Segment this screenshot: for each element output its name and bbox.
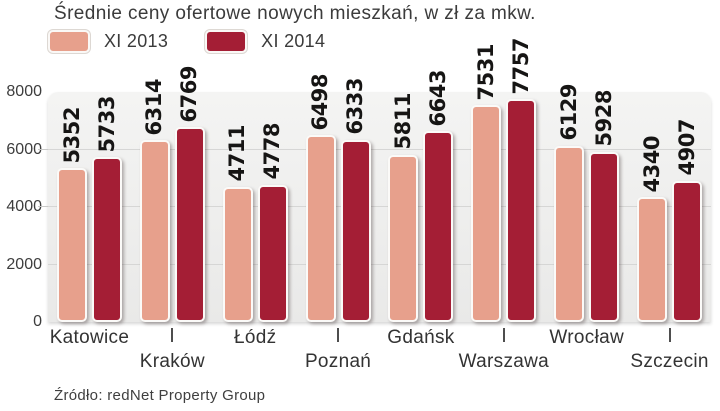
y-tick-label: 8000 [6, 83, 42, 100]
x-label-łódź: Łódź [233, 327, 277, 348]
bar-value-label: 5928 [591, 90, 616, 147]
legend-swatch-2014 [205, 29, 248, 53]
bar-column: 6314 [139, 79, 170, 322]
chart-title: Średnie ceny ofertowe nowych mieszkań, w… [54, 3, 536, 24]
bar-column: 7757 [506, 37, 537, 322]
legend-label-2014: XI 2014 [261, 30, 326, 51]
bar-xi-2013 [388, 154, 419, 322]
x-label-kraków: Kraków [139, 351, 205, 372]
bar-value-label: 7531 [473, 44, 498, 101]
bar-group-katowice: 5352 5733 [56, 95, 122, 322]
bar-group-gdańsk: 5811 6643 [388, 69, 454, 322]
bar-value-label: 4778 [260, 123, 285, 180]
x-label-gdańsk: Gdańsk [387, 327, 455, 348]
bar-xi-2014 [672, 180, 703, 322]
axis-tick-stub [38, 206, 48, 207]
bar-xi-2013 [222, 186, 253, 322]
bar-value-label: 4711 [225, 125, 250, 182]
x-label-tick [171, 328, 174, 342]
bar-value-label: 7757 [508, 37, 533, 94]
bar-xi-2013 [637, 197, 668, 322]
bar-value-label: 5733 [94, 95, 119, 153]
bar-column: 4907 [672, 119, 703, 322]
x-label-szczecin: Szczecin [630, 351, 709, 372]
bar-column: 6769 [174, 65, 205, 322]
bar-value-label: 6314 [142, 79, 167, 136]
gridline [48, 148, 711, 150]
bar-xi-2014 [506, 99, 537, 322]
x-label-poznań: Poznań [304, 351, 372, 372]
y-tick-label: 6000 [6, 140, 42, 158]
bar-group-wrocław: 6129 5928 [554, 84, 620, 322]
bar-value-label: 4907 [674, 119, 699, 176]
bar-value-label: 6333 [343, 78, 368, 135]
bar-column: 4711 [222, 125, 253, 322]
bar-value-label: 4340 [639, 135, 664, 193]
bar-group-łódź: 4711 4778 [222, 123, 288, 322]
x-label-tick [668, 328, 671, 342]
x-label-tick [337, 328, 340, 342]
bar-column: 4778 [257, 123, 288, 322]
legend: XI 2013 XI 2014 [48, 28, 362, 54]
bar-column: 5811 [388, 93, 419, 322]
gridline [48, 263, 711, 265]
bar-column: 5733 [91, 95, 122, 322]
bar-value-label: 6498 [308, 73, 333, 131]
bar-xi-2013 [305, 135, 336, 322]
x-label-tick [502, 328, 505, 342]
x-label-wrocław: Wrocław [549, 327, 624, 348]
source-note: Źródło: redNet Property Group [54, 387, 266, 404]
bars-layer: 5352 5733 6314 6769 4711 4778 6498 6333 5811 6643… [48, 38, 711, 322]
bar-value-label: 6643 [426, 69, 451, 127]
bar-group-szczecin: 4340 4907 [637, 119, 703, 322]
bar-xi-2014 [174, 127, 205, 322]
bar-value-label: 6769 [177, 65, 202, 123]
bar-value-label: 5352 [59, 106, 84, 164]
bar-xi-2014 [91, 157, 122, 322]
bar-xi-2014 [340, 139, 371, 322]
bar-xi-2013 [56, 168, 87, 322]
x-axis-labels: Katowice Kraków Łódź Poznań Gdańsk Warszawa Wr… [48, 327, 711, 379]
bar-column: 6129 [554, 84, 585, 322]
axis-tick-stub [38, 148, 48, 150]
y-axis: 0 2000 4000 6000 8000 [0, 84, 42, 330]
bar-group-warszawa: 7531 7757 [471, 37, 537, 322]
bar-xi-2014 [257, 184, 288, 322]
x-label-warszawa: Warszawa [458, 351, 550, 372]
plot-area: 5352 5733 6314 6769 4711 4778 6498 6333 5811 6643… [38, 38, 711, 322]
bar-column: 6498 [305, 73, 336, 322]
x-label-katowice: Katowice [49, 327, 130, 348]
legend-swatch-2013 [48, 29, 90, 53]
gridline [48, 206, 711, 207]
y-tick-label: 0 [33, 313, 42, 330]
bar-xi-2013 [471, 105, 502, 322]
bar-column: 4340 [637, 135, 668, 322]
y-tick-label: 4000 [6, 198, 42, 215]
bar-column: 6643 [423, 69, 454, 322]
bar-group-kraków: 6314 6769 [139, 65, 205, 322]
bar-xi-2013 [554, 145, 585, 322]
bar-value-label: 5811 [391, 93, 416, 150]
bar-xi-2013 [139, 140, 170, 322]
legend-label-2013: XI 2013 [104, 30, 169, 51]
bar-column: 7531 [471, 44, 502, 322]
bar-value-label: 6129 [556, 84, 581, 141]
bar-xi-2014 [423, 131, 454, 322]
legend-item-2014: XI 2014 [205, 29, 326, 53]
y-tick-label: 2000 [6, 255, 42, 273]
legend-item-2013: XI 2013 [48, 29, 169, 53]
bar-column: 5928 [589, 90, 620, 322]
bar-column: 6333 [340, 78, 371, 322]
bar-column: 5352 [56, 106, 87, 322]
bar-xi-2014 [589, 151, 620, 322]
bar-group-poznań: 6498 6333 [305, 73, 371, 322]
